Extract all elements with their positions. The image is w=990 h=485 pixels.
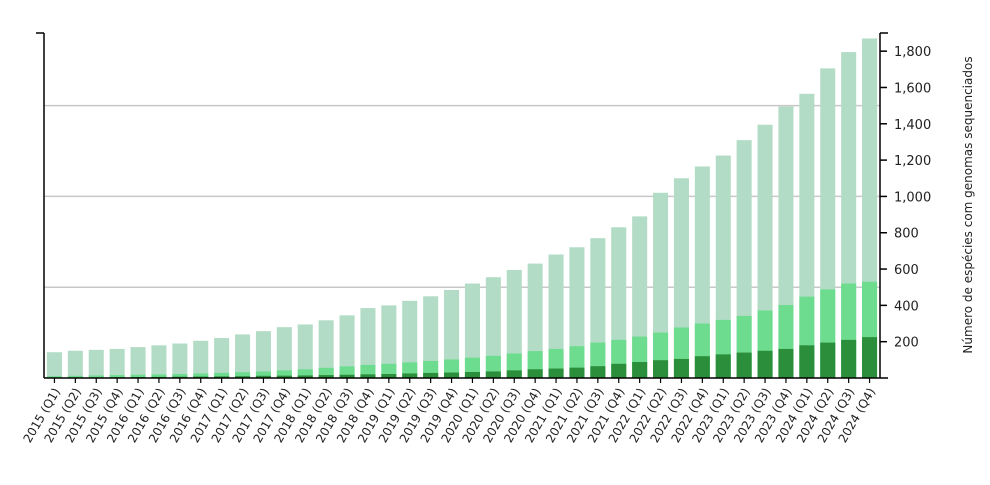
bar-series2-6 (172, 374, 188, 378)
bar-series3-26 (590, 366, 606, 378)
bar-series3-18 (423, 372, 439, 378)
bar-series1-5 (151, 345, 167, 378)
bar-series3-32 (715, 354, 731, 378)
bar-series1-13 (318, 320, 334, 378)
bar-series3-28 (632, 362, 648, 378)
bar-series1-20 (464, 283, 480, 378)
bar-series1-22 (506, 269, 522, 378)
bar-series2-13 (318, 367, 334, 378)
bar-series1-16 (381, 305, 397, 378)
bar-series1-15 (360, 308, 376, 378)
bar-series1-25 (569, 247, 585, 378)
bar-series1-17 (402, 300, 418, 378)
y-axis-label: Número de espécies com genomas sequencia… (961, 56, 975, 353)
y-tick-label-7: 1,600 (894, 81, 931, 96)
bar-series3-23 (527, 369, 543, 378)
gridlines (44, 104, 880, 288)
bar-series1-24 (548, 254, 564, 378)
y-tick-label-5: 1,200 (894, 154, 931, 169)
y-ticks: 200 400 600 800 1,000 1,200 1,400 1,600 1,800 (880, 45, 931, 351)
bar-series3-36 (799, 345, 815, 378)
bar-series3-15 (360, 374, 376, 378)
bar-series1-23 (527, 263, 543, 378)
bar-series3-19 (444, 372, 460, 378)
bar-series1-11 (276, 327, 292, 378)
bar-series3-13 (318, 375, 334, 378)
x-tick-labels: 2015 (Q1)2015 (Q2)2015 (Q3)2015 (Q4)2016… (21, 378, 878, 445)
bar-series2-10 (255, 371, 271, 378)
bar-series1-18 (423, 296, 439, 378)
bar-series2-2 (88, 375, 104, 378)
y-tick-label-3: 800 (894, 227, 919, 242)
bar-series2-11 (276, 370, 292, 378)
bars (46, 38, 878, 379)
bar-series3-30 (673, 358, 689, 378)
bar-series1-7 (193, 340, 209, 378)
bar-series3-21 (485, 371, 501, 378)
bar-series3-27 (611, 363, 627, 378)
bar-series1-1 (67, 350, 83, 378)
bar-series2-4 (130, 374, 146, 378)
y-tick-label-6: 1,400 (894, 118, 931, 133)
bar-series3-14 (339, 374, 355, 378)
bar-series1-21 (485, 277, 501, 378)
bar-series2-14 (339, 366, 355, 378)
bar-series3-37 (820, 342, 836, 378)
bar-series1-0 (46, 352, 62, 378)
bar-series2-3 (109, 375, 125, 378)
bar-series3-31 (694, 356, 710, 378)
bar-series1-12 (297, 324, 313, 378)
bar-series1-4 (130, 347, 146, 378)
y-tick-label-2: 600 (894, 263, 919, 278)
bar-series1-29 (653, 192, 669, 378)
bar-series2-5 (151, 374, 167, 378)
bar-series3-8 (214, 376, 230, 378)
y-tick-label-4: 1,000 (894, 190, 931, 205)
bar-series2-1 (67, 375, 83, 378)
y-tick-label-0: 200 (894, 336, 919, 351)
bar-series3-29 (653, 360, 669, 378)
bar-series3-16 (381, 374, 397, 378)
bar-series3-22 (506, 370, 522, 378)
bar-series3-24 (548, 368, 564, 378)
y-tick-label-8: 1,800 (894, 45, 931, 60)
bar-series3-33 (736, 352, 752, 378)
bar-series3-35 (778, 348, 794, 378)
bar-series1-9 (235, 334, 251, 378)
bar-series3-11 (276, 375, 292, 378)
bar-series3-38 (841, 339, 857, 378)
bar-series1-2 (88, 349, 104, 378)
bar-series2-0 (46, 376, 62, 378)
y-tick-label-1: 400 (894, 299, 919, 314)
bar-series3-20 (464, 372, 480, 378)
bar-series3-10 (255, 375, 271, 378)
bar-series1-19 (444, 289, 460, 378)
bar-series1-14 (339, 315, 355, 378)
bar-series3-9 (235, 376, 251, 378)
bar-series1-3 (109, 348, 125, 378)
bar-series2-9 (235, 372, 251, 378)
bar-series1-10 (255, 331, 271, 378)
bar-series2-12 (297, 369, 313, 378)
bar-series3-17 (402, 373, 418, 378)
bar-series2-8 (214, 372, 230, 378)
axes (36, 32, 888, 379)
bar-series1-8 (214, 338, 230, 378)
bar-series3-39 (862, 337, 878, 378)
bar-series3-25 (569, 367, 585, 378)
bar-series3-12 (297, 375, 313, 378)
bar-series1-6 (172, 343, 188, 378)
bar-series3-34 (757, 350, 773, 378)
bar-series2-7 (193, 373, 209, 378)
